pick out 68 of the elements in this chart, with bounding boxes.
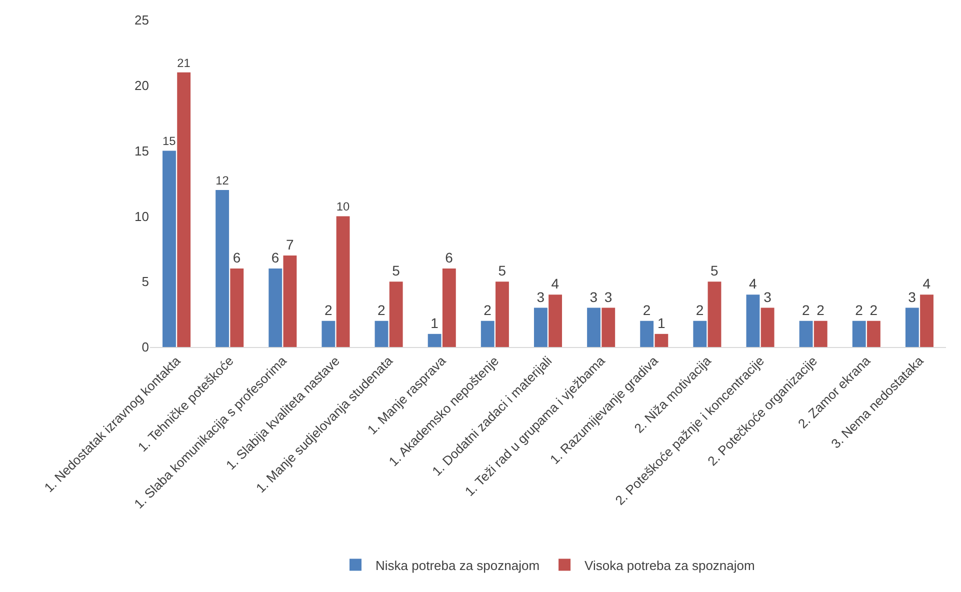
bar xyxy=(336,216,350,347)
data-label: 12 xyxy=(216,173,230,188)
bar xyxy=(746,294,760,347)
data-label: 4 xyxy=(551,276,560,292)
data-label: 3 xyxy=(604,288,612,305)
bar xyxy=(587,308,600,347)
bar xyxy=(548,294,562,347)
bar xyxy=(374,320,388,347)
y-tick-label: 0 xyxy=(142,340,149,355)
data-label: 2 xyxy=(870,302,878,318)
bar xyxy=(442,268,456,347)
data-label: 5 xyxy=(392,262,400,279)
data-label: 3 xyxy=(908,288,916,305)
data-label: 10 xyxy=(336,200,350,214)
y-tick-label: 15 xyxy=(134,143,149,158)
bar xyxy=(693,320,707,347)
y-tick-label: 25 xyxy=(134,12,149,28)
y-tick-label: 5 xyxy=(142,274,149,290)
bar xyxy=(268,268,282,347)
bar xyxy=(708,282,722,347)
data-label: 2 xyxy=(816,302,825,318)
data-label: 7 xyxy=(286,236,294,252)
y-tick-label: 10 xyxy=(134,208,149,224)
data-label: 5 xyxy=(498,262,506,279)
bar xyxy=(654,334,668,347)
data-label: 2 xyxy=(324,302,332,318)
data-label: 3 xyxy=(536,288,545,305)
bar xyxy=(866,320,880,347)
bar xyxy=(602,308,616,347)
bar xyxy=(496,282,509,347)
data-label: 21 xyxy=(177,56,191,70)
bar xyxy=(428,334,442,347)
bar xyxy=(760,308,774,347)
y-tick-label: 20 xyxy=(134,78,149,93)
bar xyxy=(216,190,230,347)
legend-label: Niska potreba za spoznajom xyxy=(376,558,540,573)
bar xyxy=(480,320,494,347)
bar xyxy=(814,320,828,347)
data-label: 2 xyxy=(855,302,864,318)
bar xyxy=(534,308,548,347)
bar xyxy=(852,320,866,347)
data-label: 3 xyxy=(590,288,598,305)
data-label: 2 xyxy=(802,302,810,318)
data-label: 5 xyxy=(710,262,718,279)
bar xyxy=(322,320,336,347)
bar xyxy=(283,255,297,347)
data-label: 3 xyxy=(764,288,772,305)
data-label: 6 xyxy=(271,250,280,266)
data-label: 15 xyxy=(162,134,176,148)
bar xyxy=(920,294,934,347)
data-label: 2 xyxy=(484,302,492,318)
data-label: 4 xyxy=(922,276,931,292)
data-label: 4 xyxy=(748,276,757,292)
bar xyxy=(389,282,403,347)
bar xyxy=(162,150,176,347)
data-label: 2 xyxy=(642,302,651,318)
bar xyxy=(905,308,919,347)
bar xyxy=(799,320,813,347)
data-label: 6 xyxy=(445,250,454,266)
bar xyxy=(230,268,244,347)
bar xyxy=(177,72,191,347)
data-label: 2 xyxy=(696,302,704,318)
data-label: 2 xyxy=(378,302,386,318)
data-label: 1 xyxy=(657,314,666,331)
legend-label: Visoka potreba za spoznajom xyxy=(584,558,755,573)
data-label: 1 xyxy=(430,314,439,331)
data-label: 6 xyxy=(232,250,241,266)
bar xyxy=(640,320,654,347)
